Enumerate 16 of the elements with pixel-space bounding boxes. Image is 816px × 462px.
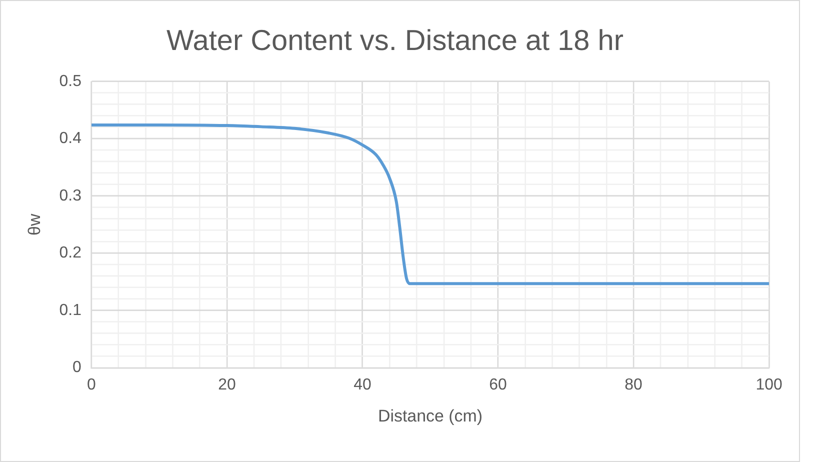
x-tick-label: 20 [218,376,236,394]
x-tick-label: 0 [86,376,96,394]
x-axis-title: Distance (cm) [378,406,483,426]
line-series [91,123,770,286]
y-tick-label: 0 [72,359,82,376]
x-tick-label: 60 [489,376,508,394]
chart-title: Water Content vs. Distance at 18 hr [166,25,624,58]
y-tick-label: 0.1 [59,302,82,319]
y-axis-title: θw [24,213,44,236]
x-tick-label: 40 [354,376,372,394]
x-tick-label: 80 [624,376,643,394]
y-tick-label: 0.5 [59,72,82,90]
y-tick-label: 0.4 [59,130,82,148]
y-tick-label: 0.3 [59,187,82,204]
x-tick-label: 100 [756,376,783,394]
y-tick-label: 0.2 [59,244,82,262]
